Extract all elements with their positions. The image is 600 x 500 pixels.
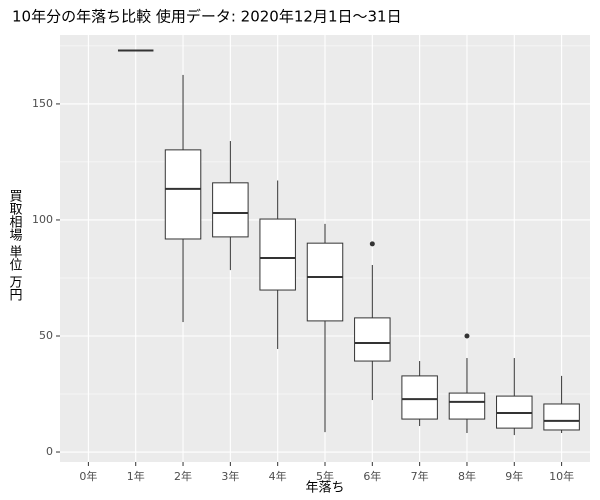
- x-tick-label: 2年: [174, 469, 192, 483]
- box: [354, 317, 391, 362]
- x-tick-label: 10年: [549, 469, 574, 483]
- x-tick-label: 6年: [363, 469, 381, 483]
- outlier: [369, 241, 375, 247]
- box: [543, 403, 580, 431]
- x-tick-label: 1年: [127, 469, 145, 483]
- x-tick-label: 4年: [269, 469, 287, 483]
- chart-title: 10年分の年落ち比較 使用データ: 2020年12月1日～31日: [12, 8, 402, 26]
- y-tick-label: 0: [46, 445, 53, 458]
- x-tick-label: 8年: [458, 469, 476, 483]
- box: [212, 182, 249, 238]
- y-axis-label: 買取相場 単位 万円: [7, 189, 23, 302]
- x-tick-label: 0年: [79, 469, 97, 483]
- x-axis-label: 年落ち: [305, 481, 344, 496]
- box: [164, 149, 202, 240]
- x-tick-label: 9年: [505, 469, 523, 483]
- y-tick-label: 50: [39, 329, 53, 342]
- box: [448, 392, 486, 420]
- box: [259, 218, 296, 291]
- x-tick-label: 3年: [221, 469, 239, 483]
- y-tick-label: 150: [32, 97, 53, 110]
- x-tick-label: 5年: [316, 469, 334, 483]
- box: [401, 375, 438, 420]
- outlier: [464, 333, 470, 339]
- x-tick-label: 7年: [411, 469, 429, 483]
- y-tick-label: 100: [32, 213, 53, 226]
- box: [306, 242, 344, 322]
